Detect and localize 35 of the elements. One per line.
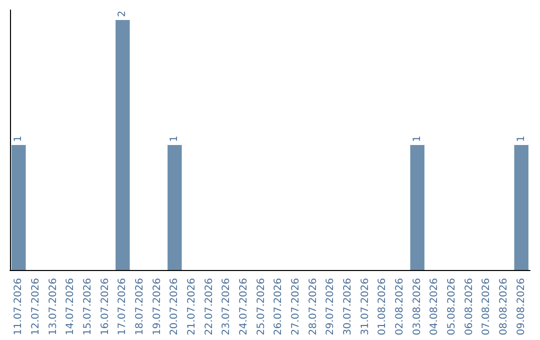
x-tick-label: 08.08.2026 [498,278,510,336]
x-tick-label: 29.07.2026 [325,278,336,336]
data-label: 1 [412,136,423,142]
x-tick-label: 20.07.2026 [169,278,180,336]
x-tick-label: 28.07.2026 [308,278,319,336]
x-tick-label: 14.07.2026 [65,278,76,336]
x-tick-label: 21.07.2026 [186,278,198,336]
data-label: 1 [13,136,24,142]
x-tick-label: 15.07.2026 [82,278,94,336]
x-tick-label: 30.07.2026 [342,278,354,336]
x-tick-label: 06.08.2026 [464,278,475,336]
data-label: 1 [516,136,527,142]
x-tick-label: 17.07.2026 [117,278,128,336]
x-tick-label: 01.08.2026 [377,278,388,336]
x-tick-label: 16.07.2026 [100,278,111,336]
x-tick-label: 26.07.2026 [273,278,284,336]
x-tick-label: 18.07.2026 [134,278,146,336]
x-tick-label: 05.08.2026 [446,278,458,336]
x-tick-label: 24.07.2026 [238,278,250,336]
x-tick-label: 03.08.2026 [412,278,423,336]
x-tick-label: 12.07.2026 [30,278,42,336]
x-tick-label: 11.07.2026 [13,278,24,336]
x-tick-label: 13.07.2026 [48,278,59,336]
x-tick-label: 22.07.2026 [204,278,215,336]
data-label: 2 [117,10,128,17]
x-tick-label: 09.08.2026 [516,278,527,336]
x-tick-label: 04.08.2026 [429,278,440,336]
x-tick-label: 25.07.2026 [256,278,267,336]
x-tick-label: 02.08.2026 [394,278,406,336]
x-tick-label: 07.08.2026 [481,278,492,336]
x-tick-label: 27.07.2026 [290,278,302,336]
x-tick-label: 31.07.2026 [360,278,371,336]
x-tick-label: 19.07.2026 [152,278,163,336]
data-label: 1 [169,136,180,142]
x-tick-label: 23.07.2026 [221,278,232,336]
